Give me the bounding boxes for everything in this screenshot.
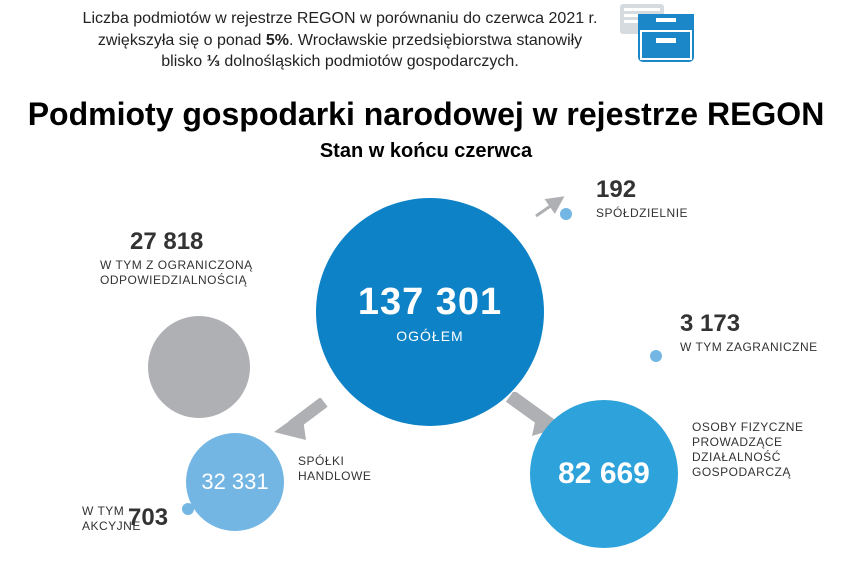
arrow-main-to-handlowe xyxy=(272,398,332,448)
intro-line3b: dolnośląskich podmiotów gospodarczych. xyxy=(220,53,519,70)
bubble-total-label: OGÓŁEM xyxy=(396,328,463,344)
intro-line2-bold: 5% xyxy=(266,32,289,49)
intro-line3a: blisko xyxy=(161,53,206,70)
akcyjne-value: 703 xyxy=(128,504,168,532)
spoldzielnie-value: 192 xyxy=(596,176,636,204)
bubble-spolki-value: 32 331 xyxy=(201,469,268,495)
page-title: Podmioty gospodarki narodowej w rejestrz… xyxy=(0,96,852,133)
archive-drawer-icon xyxy=(610,0,700,80)
intro-paragraph: Liczba podmiotów w rejestrze REGON w por… xyxy=(80,8,600,73)
zagraniczne-label: W TYM ZAGRANICZNE xyxy=(680,340,818,355)
dot-akcyjne xyxy=(182,503,194,515)
ograniczona-label: W TYM Z OGRANICZONĄ ODPOWIEDZIALNOŚCIĄ xyxy=(100,258,260,288)
intro-line1: Liczba podmiotów w rejestrze REGON w por… xyxy=(83,10,598,27)
dot-spoldzielnie xyxy=(560,208,572,220)
page-subtitle: Stan w końcu czerwca xyxy=(0,140,852,163)
ograniczona-value: 27 818 xyxy=(130,228,203,256)
osoby-label: OSOBY FIZYCZNE PROWADZĄCE DZIAŁALNOŚĆ GO… xyxy=(692,420,832,480)
bubble-spolki-handlowe: 32 331 xyxy=(186,433,284,531)
bubble-osoby-fizyczne: 82 669 xyxy=(530,400,678,548)
bubble-total: 137 301 OGÓŁEM xyxy=(316,198,544,426)
intro-line2b: . Wrocławskie przedsiębiorstwa stanowiły xyxy=(289,32,582,49)
bubble-osoby-value: 82 669 xyxy=(558,457,650,491)
handlowe-label: SPÓŁKI HANDLOWE xyxy=(298,454,398,484)
intro-line2a: zwiększyła się o ponad xyxy=(98,32,266,49)
intro-line3-bold: ⅓ xyxy=(207,53,220,70)
zagraniczne-value: 3 173 xyxy=(680,310,740,338)
spoldzielnie-label: SPÓŁDZIELNIE xyxy=(596,206,688,221)
dot-zagraniczne xyxy=(650,350,662,362)
bubble-ograniczona xyxy=(148,316,250,418)
bubble-total-value: 137 301 xyxy=(358,281,502,324)
